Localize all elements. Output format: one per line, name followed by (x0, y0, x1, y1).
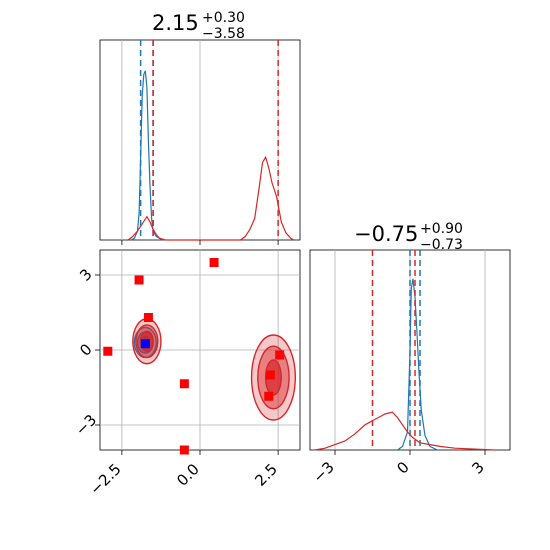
square-marker (134, 275, 144, 285)
x-tick-label: −3 (309, 458, 337, 486)
y-tick-label: 3 (76, 265, 95, 284)
x-tick-label: 0.0 (173, 460, 203, 490)
square-marker (143, 313, 153, 322)
square-marker (179, 379, 189, 389)
joint-contour-plot: −2.5 0.0 2.5 −3 0 3 (72, 249, 301, 499)
square-marker (265, 370, 275, 380)
title-param-1-lower: −3.58 (202, 26, 245, 42)
x-tick-label: 0 (393, 458, 412, 477)
square-marker (209, 258, 219, 267)
square-marker (275, 350, 285, 360)
y-tick-label: −3 (72, 411, 100, 439)
marginal-histogram-param-1 (99, 39, 301, 245)
square-marker (264, 391, 274, 401)
x-tick-label: 2.5 (251, 460, 281, 490)
histogram-series (397, 278, 438, 451)
histogram-series (130, 70, 163, 241)
histogram-series (127, 155, 295, 241)
x-tick-label: −2.5 (86, 460, 124, 498)
title-param-2-value: −0.75 (354, 222, 418, 246)
square-marker (140, 339, 150, 349)
title-param-1-upper: +0.30 (202, 10, 245, 26)
histogram-series (314, 411, 496, 451)
title-param-2-upper: +0.90 (420, 221, 463, 237)
title-param-2-lower: −0.73 (420, 237, 463, 253)
square-marker (103, 346, 113, 356)
square-marker (179, 445, 189, 455)
marginal-histogram-param-2: −3 0 3 (309, 249, 511, 486)
y-tick-label: 0 (76, 340, 95, 359)
x-tick-label: 3 (468, 458, 487, 477)
title-param-1-value: 2.15 (152, 11, 199, 35)
